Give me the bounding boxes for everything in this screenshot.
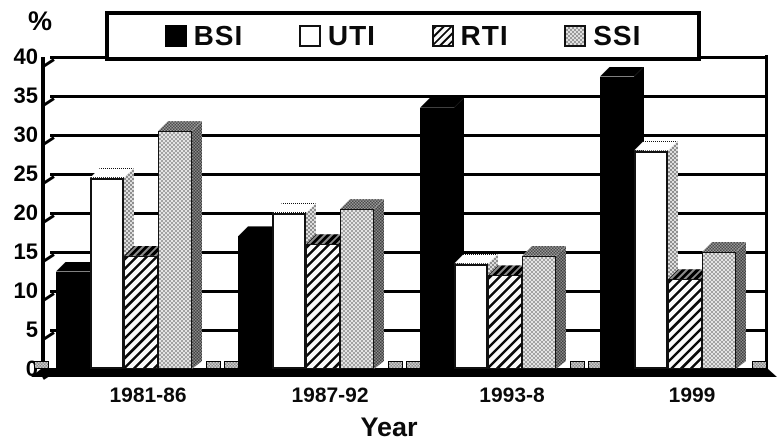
- bar-front-face: [306, 244, 340, 369]
- bar-front-face: [702, 252, 736, 369]
- bar-top-face: [668, 269, 712, 279]
- gridline: [50, 289, 768, 293]
- rti-swatch-icon: [431, 25, 454, 47]
- bar-top-face: [420, 98, 464, 108]
- legend-label: SSI: [593, 20, 642, 51]
- y-tick-label: 25: [13, 161, 38, 186]
- bar-side-face: [556, 246, 566, 369]
- bar-side-face: [192, 121, 202, 369]
- y-tick-label: 0: [25, 356, 38, 381]
- floor-tile: [388, 361, 403, 369]
- bar-side-face: [736, 242, 746, 369]
- bar-ssi-1987-92: [340, 199, 384, 369]
- x-category-label: 1987-92: [291, 384, 369, 407]
- y-axis-line: [41, 57, 45, 377]
- bar-front-face: [522, 255, 556, 369]
- bar-side-face: [454, 98, 464, 369]
- bar-front-face: [634, 150, 668, 369]
- y-tick-label: 35: [13, 83, 38, 108]
- bar-uti-1999: [634, 141, 678, 369]
- gridline: [50, 328, 768, 332]
- floor-tile: [570, 361, 585, 369]
- y-tick-label: 40: [13, 44, 38, 69]
- bar-top-face: [158, 121, 202, 131]
- bar-ssi-1981-86: [158, 121, 202, 369]
- bar-top-face: [306, 234, 350, 244]
- bar-front-face: [124, 255, 158, 369]
- bar-front-face: [56, 271, 90, 369]
- bar-front-face: [668, 279, 702, 369]
- x-category-label: 1993-8: [479, 384, 545, 407]
- legend-label: BSI: [193, 20, 244, 51]
- bar-ssi-1993-8: [522, 246, 566, 369]
- gridline: [50, 211, 768, 215]
- bar-top-face: [600, 67, 644, 77]
- gridline: [50, 172, 768, 176]
- y-tick-label: 10: [13, 278, 38, 303]
- gridline: [50, 133, 768, 137]
- gridline: [50, 94, 768, 98]
- legend: BSI UTI RTI SSI: [105, 11, 701, 61]
- bar-top-face: [340, 199, 384, 209]
- floor-tile: [752, 361, 767, 369]
- bar-rti-1993-8: [488, 265, 532, 369]
- bar-top-face: [702, 242, 746, 252]
- legend-label: UTI: [327, 20, 376, 51]
- bar-front-face: [600, 76, 634, 369]
- floor-tile: [206, 361, 221, 369]
- bar-front-face: [340, 209, 374, 369]
- y-tick-label: 20: [13, 200, 38, 225]
- ssi-swatch-icon: [564, 25, 587, 47]
- legend-item-ssi: SSI: [564, 20, 641, 52]
- floor-tile: [406, 361, 421, 369]
- x-category-label: 1981-86: [109, 384, 187, 407]
- floor-tile: [34, 361, 49, 369]
- bar-front-face: [488, 275, 522, 369]
- x-axis-title: Year: [360, 412, 418, 442]
- legend-item-rti: RTI: [431, 20, 509, 52]
- chart-floor: [31, 368, 777, 377]
- bar-front-face: [420, 107, 454, 369]
- bar-bsi-1993-8: [420, 98, 464, 369]
- y-tick-label: 5: [25, 317, 38, 342]
- right-wall-line: [765, 55, 768, 377]
- legend-item-bsi: BSI: [164, 20, 244, 52]
- bar-front-face: [272, 213, 306, 369]
- bar-front-face: [158, 131, 192, 369]
- bar-front-face: [90, 177, 124, 369]
- bar-side-face: [374, 199, 384, 369]
- bar-side-face: [668, 141, 678, 369]
- bar-top-face: [124, 246, 168, 256]
- y-axis-unit-label: %: [28, 6, 53, 36]
- y-tick-label: 15: [13, 239, 38, 264]
- uti-swatch-icon: [298, 25, 321, 47]
- bar-front-face: [454, 263, 488, 369]
- bar-top-face: [56, 262, 100, 272]
- bar-top-face: [238, 226, 282, 236]
- bar-top-face: [488, 265, 532, 275]
- legend-label: RTI: [460, 20, 509, 51]
- x-category-label: 1999: [668, 384, 716, 407]
- bar-front-face: [238, 236, 272, 369]
- y-tick-label: 30: [13, 122, 38, 147]
- bar-top-face: [522, 246, 566, 256]
- bsi-swatch-icon: [164, 25, 187, 47]
- legend-item-uti: UTI: [298, 20, 376, 52]
- bar-ssi-1999: [702, 242, 746, 369]
- gridline: [50, 250, 768, 254]
- floor-tile: [224, 361, 239, 369]
